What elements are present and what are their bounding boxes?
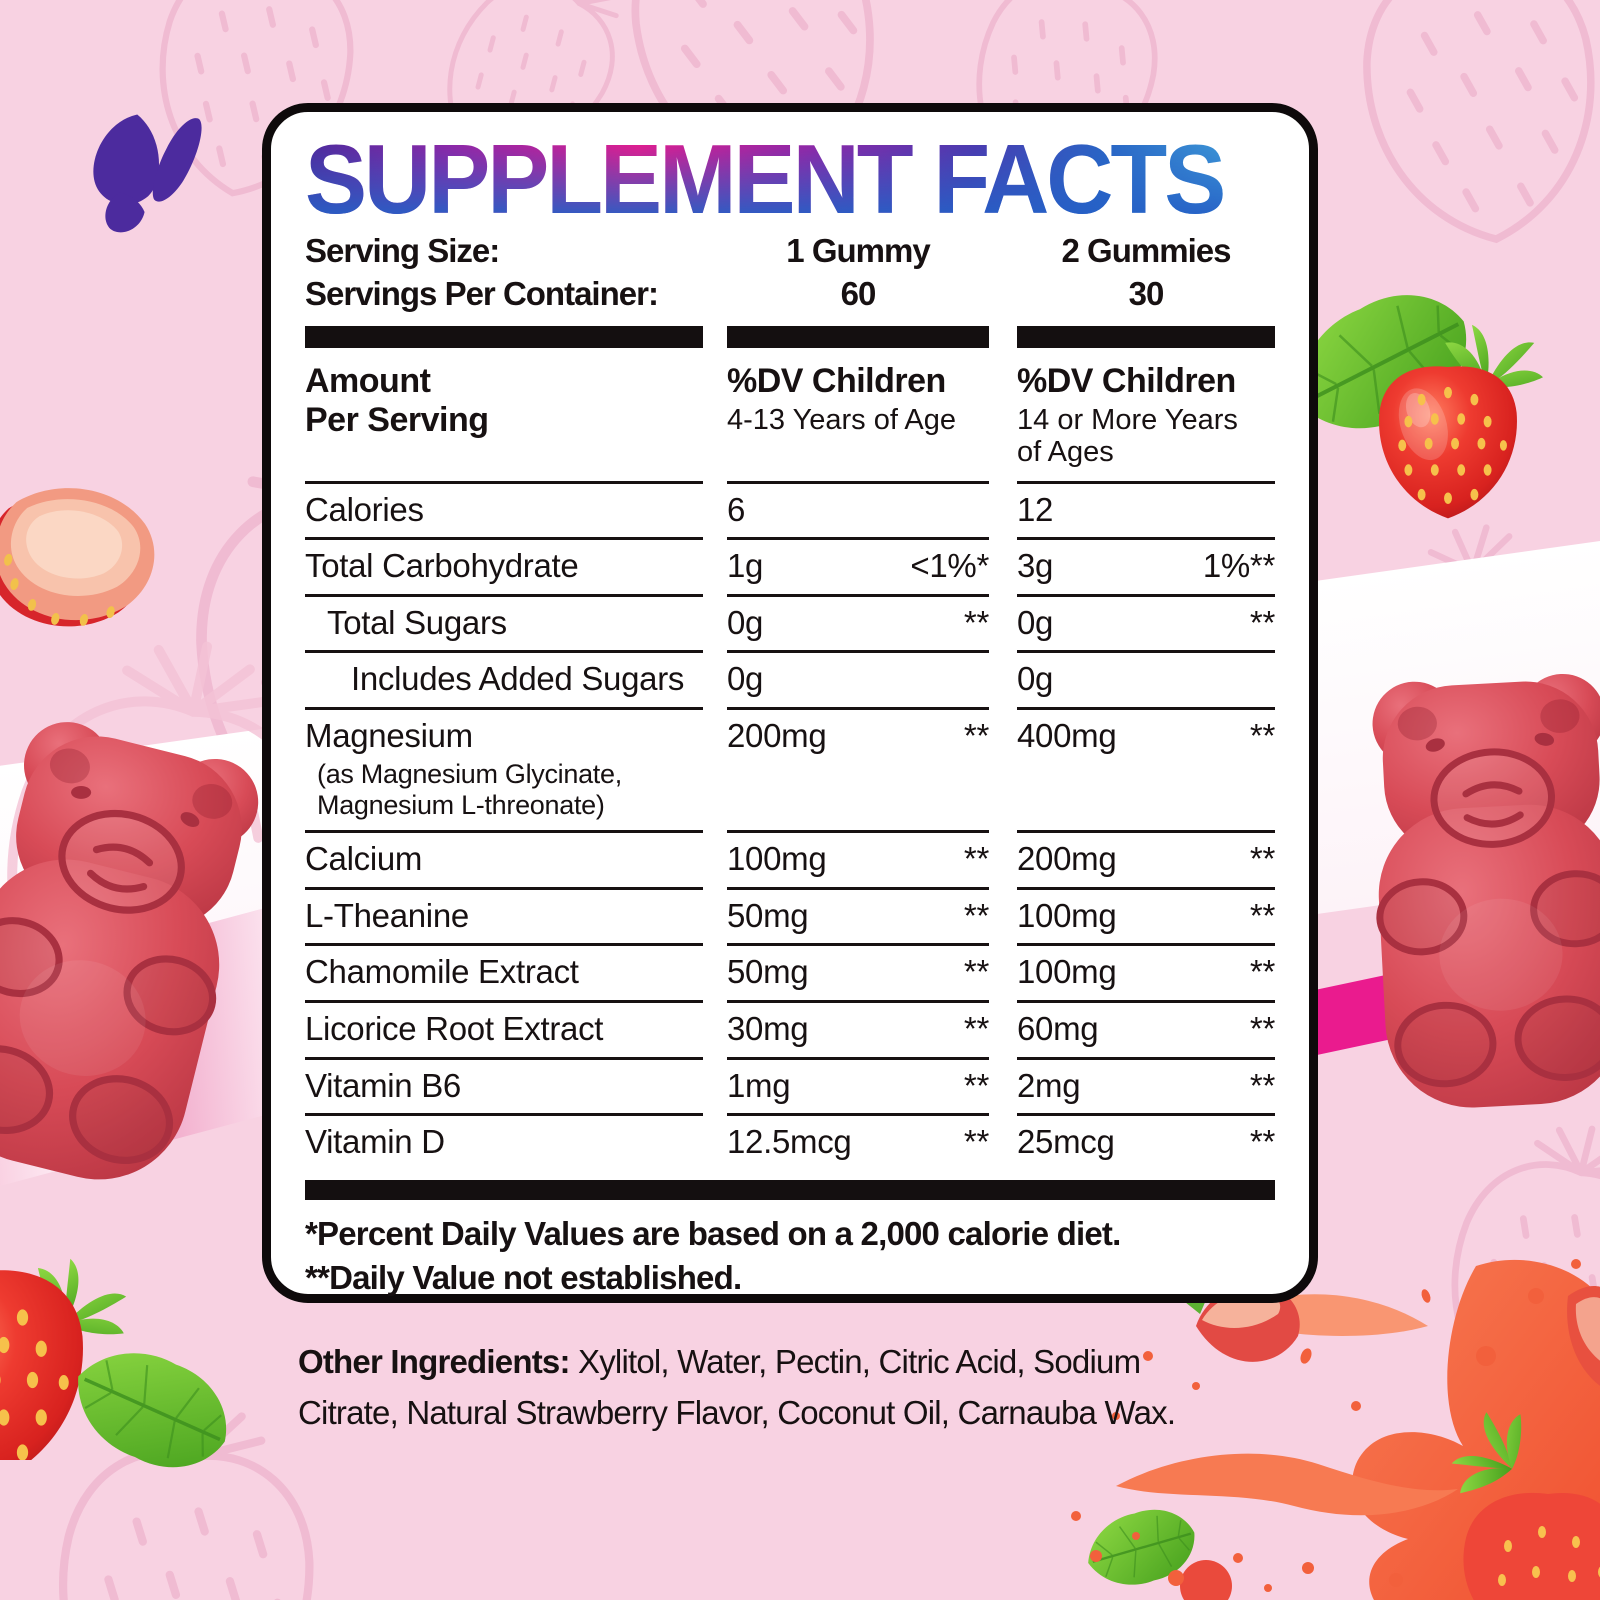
strawberry-slice-icon (0, 488, 155, 627)
nutrient-dv: ** (963, 1066, 989, 1104)
table-row: Total Carbohydrate 1g <1%* 3g 1%** (305, 540, 1275, 597)
nutrient-dv: ** (963, 840, 989, 878)
serving-size-label: Serving Size: (305, 231, 500, 269)
amount-per-serving-header: Amount Per Serving (305, 361, 489, 440)
nutrient-name: Calcium (305, 840, 423, 878)
nutrient-dv: ** (1249, 717, 1275, 755)
other-ingredients-line-2: Citrate, Natural Strawberry Flavor, Coco… (298, 1394, 1176, 1432)
nutrient-dv: ** (1249, 1066, 1275, 1104)
nutrient-value: 1g (727, 547, 764, 585)
nutrient-value: 3g (1017, 547, 1054, 585)
nutrient-value: 60mg (1017, 1010, 1099, 1048)
nutrient-dv: ** (1249, 1123, 1275, 1161)
dv-children-2-subheader: 14 or More Years of Ages (1017, 403, 1238, 468)
nutrient-value: 100mg (1017, 953, 1117, 991)
nutrient-value: 12 (1017, 490, 1054, 528)
nutrient-dv: ** (963, 896, 989, 934)
footnote-dv: *Percent Daily Values are based on a 2,0… (305, 1214, 1121, 1252)
nutrient-dv: ** (963, 717, 989, 755)
nutrient-value: 2mg (1017, 1066, 1081, 1104)
nutrient-name: Calories (305, 490, 424, 528)
nutrient-dv: ** (1249, 1010, 1275, 1048)
nutrient-dv: <1%* (910, 547, 989, 585)
footnote-dv-not-established: **Daily Value not established. (305, 1259, 742, 1297)
nutrient-value: 50mg (727, 953, 809, 991)
table-row: Calcium 100mg ** 200mg ** (305, 833, 1275, 890)
nutrient-name: Total Sugars (327, 603, 507, 641)
divider-bar (1017, 325, 1275, 348)
table-row: L-Theanine 50mg ** 100mg ** (305, 890, 1275, 947)
nutrient-name: Total Carbohydrate (305, 547, 579, 585)
nutrient-name: Includes Added Sugars (351, 660, 685, 698)
other-ingredients: Other Ingredients: Xylitol, Water, Pecti… (298, 1336, 1176, 1439)
serving-size-value-2: 2 Gummies (1061, 231, 1232, 269)
other-ingredients-line-1: Other Ingredients: Xylitol, Water, Pecti… (298, 1343, 1141, 1380)
dv-children-2-header: %DV Children (1017, 361, 1236, 400)
divider-bar (727, 325, 989, 348)
servings-per-container-value-1: 60 (840, 275, 877, 313)
nutrient-value: 100mg (727, 840, 827, 878)
nutrient-value: 30mg (727, 1010, 809, 1048)
dv-children-1-header: %DV Children (727, 361, 946, 400)
table-row: Licorice Root Extract 30mg ** 60mg ** (305, 1003, 1275, 1060)
divider-bars (305, 325, 1275, 348)
nutrient-value: 400mg (1017, 717, 1117, 755)
serving-size-row: Serving Size: 1 Gummy 2 Gummies (305, 229, 1275, 273)
nutrient-name: Chamomile Extract (305, 953, 579, 991)
nutrient-value: 0g (1017, 660, 1054, 698)
nutrient-value: 1mg (727, 1066, 791, 1104)
nutrient-value: 6 (727, 490, 746, 528)
nutrient-value: 0g (727, 603, 764, 641)
nutrient-value: 0g (727, 660, 764, 698)
table-row: Vitamin D 12.5mcg ** 25mcg ** (305, 1116, 1275, 1170)
table-row: Chamomile Extract 50mg ** 100mg ** (305, 946, 1275, 1004)
nutrient-value: 200mg (727, 717, 827, 755)
other-ingredients-label: Other Ingredients: (298, 1343, 570, 1380)
nutrient-dv: 1%** (1202, 547, 1275, 585)
nutrient-name: L-Theanine (305, 896, 469, 934)
servings-per-container-label: Servings Per Container: (305, 275, 659, 313)
serving-size-value-1: 1 Gummy (786, 231, 930, 269)
nutrient-dv: ** (963, 1010, 989, 1048)
nutrient-source-note: (as Magnesium Glycinate, Magnesium L-thr… (317, 758, 622, 820)
table-header: Amount Per Serving %DV Children 4-13 Yea… (305, 354, 1275, 484)
nutrient-dv: ** (1249, 840, 1275, 878)
nutrient-value: 200mg (1017, 840, 1117, 878)
nutrient-value: 100mg (1017, 896, 1117, 934)
nutrient-name: Vitamin D (305, 1123, 445, 1161)
nutrient-dv: ** (963, 1123, 989, 1161)
nutrient-value: 50mg (727, 896, 809, 934)
nutrient-dv: ** (1249, 896, 1275, 934)
dv-children-1-subheader: 4-13 Years of Age (727, 403, 956, 436)
nutrient-value: 12.5mcg (727, 1123, 852, 1161)
nutrient-value: 0g (1017, 603, 1054, 641)
divider-bar-full (305, 1179, 1275, 1200)
nutrient-dv: ** (1249, 603, 1275, 641)
supplement-facts-panel: SUPPLEMENT FACTS Serving Size: 1 Gummy 2… (262, 103, 1318, 1303)
gummy-bear-icon (1338, 651, 1600, 1128)
butterfly-icon (93, 114, 202, 233)
table-row: Includes Added Sugars 0g 0g (305, 653, 1275, 711)
nutrient-name: Vitamin B6 (305, 1066, 461, 1104)
table-row: Magnesium (as Magnesium Glycinate, Magne… (305, 710, 1275, 834)
table-row: Vitamin B6 1mg ** 2mg ** (305, 1060, 1275, 1117)
divider-bar (305, 325, 703, 348)
table-row: Calories 6 12 (305, 484, 1275, 541)
nutrient-value: 25mcg (1017, 1123, 1115, 1161)
nutrient-name: Magnesium (305, 717, 473, 755)
panel-title: SUPPLEMENT FACTS (305, 123, 1224, 234)
nutrient-name: Licorice Root Extract (305, 1010, 604, 1048)
nutrient-dv: ** (1249, 953, 1275, 991)
table-row: Total Sugars 0g ** 0g ** (305, 597, 1275, 654)
nutrient-dv: ** (963, 953, 989, 991)
nutrient-dv: ** (963, 603, 989, 641)
juice-splash-icon (1071, 1259, 1600, 1600)
servings-per-container-value-2: 30 (1128, 275, 1165, 313)
servings-per-container-row: Servings Per Container: 60 30 (305, 272, 1275, 316)
